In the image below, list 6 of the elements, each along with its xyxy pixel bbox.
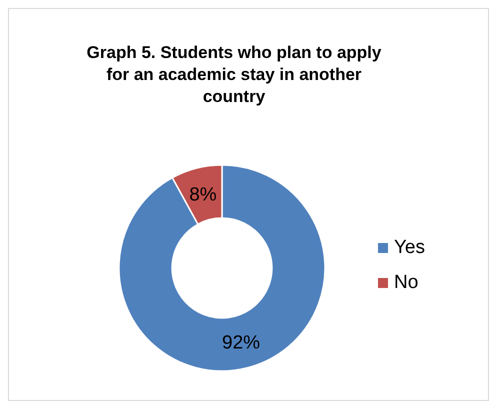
data-label: 8% (189, 184, 217, 206)
chart-title: Graph 5. Students who plan to apply for an academic stay in another country (86, 43, 382, 106)
donut-slice (118, 164, 326, 372)
data-label: 92% (222, 332, 260, 354)
legend-label: Yes (394, 237, 425, 258)
legend-label: No (394, 272, 418, 293)
